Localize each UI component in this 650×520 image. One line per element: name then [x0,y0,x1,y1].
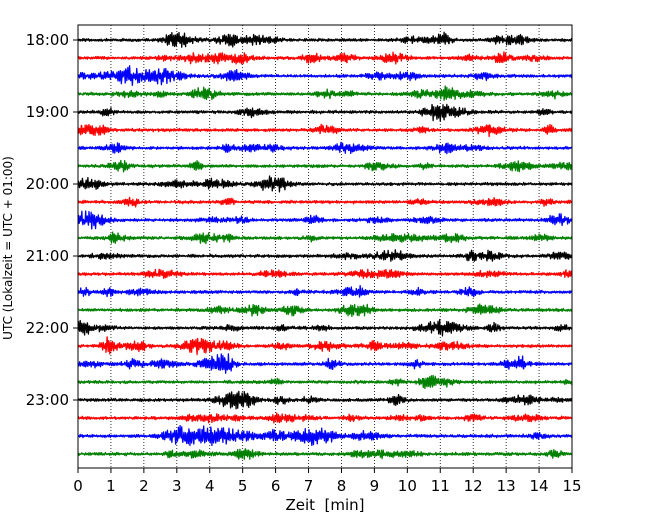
trace-1930 [77,141,573,155]
trace-2000 [77,175,573,193]
seismic-traces [77,31,573,460]
x-tick-label: 15 [562,477,581,495]
x-tick-label: 3 [172,477,182,495]
trace-1830 [77,65,573,86]
trace-2230 [77,353,573,374]
x-axis-ticks: 0 1 2 3 4 5 6 7 8 9 10 11 12 13 14 15 [73,468,582,495]
y-tick-label: 20:00 [26,175,69,193]
x-axis-label: Zeit [min] [285,496,364,514]
x-tick-label: 11 [431,477,450,495]
y-axis-label: UTC (Lokalzeit = UTC + 01:00) [1,156,15,340]
trace-2330 [77,425,573,447]
y-tick-label: 22:00 [26,319,69,337]
x-tick-label: 0 [73,477,83,495]
y-tick-label: 18:00 [26,31,69,49]
plot-frame [77,24,573,469]
trace-2115 [77,268,573,279]
trace-2100 [77,249,573,262]
trace-2030 [77,210,573,230]
x-tick-label: 14 [530,477,549,495]
y-tick-label: 23:00 [26,391,69,409]
trace-2245 [77,374,573,390]
x-tick-label: 2 [139,477,149,495]
trace-2045 [77,231,573,245]
x-tick-label: 12 [464,477,483,495]
trace-1915 [77,123,573,138]
x-tick-label: 7 [304,477,314,495]
x-tick-label: 9 [370,477,380,495]
y-axis-ticks: 18:00 19:00 20:00 21:00 22:00 23:00 [26,31,78,409]
trace-2145 [77,303,573,318]
y-tick-label: 21:00 [26,247,69,265]
x-tick-label: 4 [205,477,215,495]
x-tick-label: 6 [271,477,281,495]
trace-1845 [77,85,573,101]
x-tick-label: 10 [398,477,417,495]
x-tick-label: 1 [106,477,116,495]
plot-background [78,25,572,468]
trace-2315 [77,412,573,424]
trace-1900 [77,103,573,122]
trace-2015 [77,196,573,208]
trace-1800 [77,31,573,48]
trace-2215 [77,336,573,356]
trace-2130 [77,285,573,298]
trace-1815 [77,51,573,65]
trace-1945 [77,159,573,173]
trace-2300 [77,390,573,410]
x-tick-label: 8 [337,477,347,495]
trace-2200 [77,318,573,337]
trace-2345 [77,448,573,460]
y-tick-label: 19:00 [26,103,69,121]
x-tick-label: 5 [238,477,248,495]
x-tick-label: 13 [497,477,516,495]
